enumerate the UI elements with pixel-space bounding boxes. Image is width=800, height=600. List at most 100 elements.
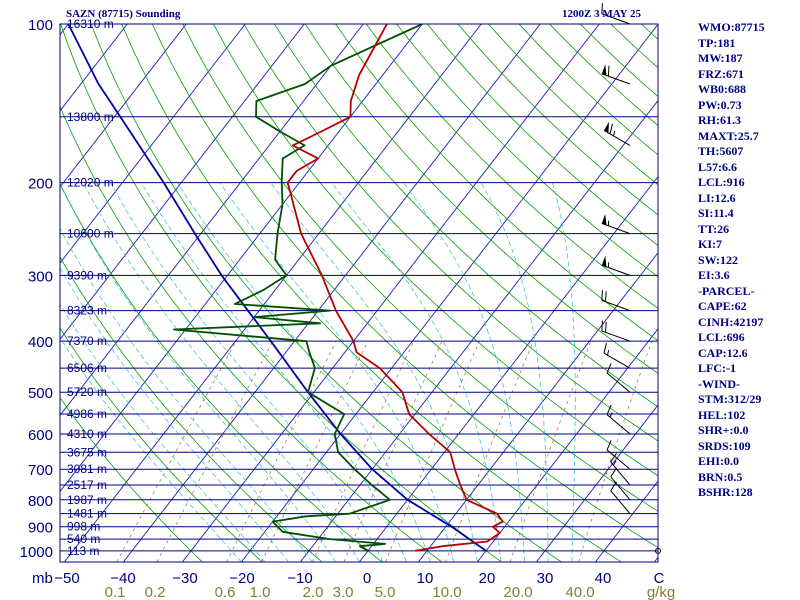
moist-adiabat-line: [60, 227, 313, 562]
height-label: 5720 m: [67, 385, 107, 399]
mixing-ratio-label: 3.0: [333, 584, 354, 600]
temperature-tick-label: −10: [287, 570, 312, 587]
height-label: 6506 m: [67, 361, 107, 375]
isotherm-line: [417, 252, 658, 562]
stat-line: SRDS:109: [698, 438, 751, 453]
stat-line: EHI:0.0: [698, 454, 740, 468]
dry-adiabat-line: [60, 397, 203, 562]
mixing-ratio-line: [343, 341, 443, 562]
moist-adiabat-line: [82, 182, 360, 562]
stat-line: -WIND-: [698, 376, 740, 391]
isotherm-line: [181, 24, 600, 562]
dry-adiabat-line: [304, 24, 658, 374]
mixing-ratio-label: 0.6: [215, 584, 236, 600]
barb-shaft: [601, 13, 631, 25]
dry-adiabat-line: [243, 24, 658, 442]
mixing-ratio-label: 10.0: [432, 584, 461, 600]
height-label: 540 m: [67, 532, 100, 546]
mixing-ratio-line: [261, 341, 369, 562]
moist-adiabat-line: [270, 182, 478, 562]
stat-line: SI:11.4: [698, 206, 734, 220]
temperature-tick-label: 20: [479, 570, 496, 587]
wind-barb: [601, 289, 631, 312]
wind-barb: [610, 481, 631, 514]
isotherm-line: [358, 175, 658, 562]
barb-pennant: [601, 64, 607, 76]
mixing-ratio-label: 2.0: [303, 584, 324, 600]
isotherm-line: [63, 24, 482, 562]
moist-adiabat-line: [60, 183, 337, 562]
moist-adiabat-line: [60, 303, 266, 562]
moist-adiabat-line: [60, 267, 289, 562]
wind-barb: [606, 363, 631, 393]
height-label: 4986 m: [67, 407, 107, 421]
temperature-tick-label: C: [654, 570, 665, 587]
stat-line: LCL:696: [698, 330, 745, 344]
barb-shaft: [601, 222, 631, 235]
dry-adiabat-line: [121, 24, 622, 562]
wind-barb: [601, 64, 631, 85]
pressure-tick-label: 300: [28, 268, 53, 285]
temperature-tick-label: 0: [363, 570, 371, 587]
height-label: 998 m: [67, 520, 100, 534]
moist-adiabat-line: [141, 182, 407, 562]
isotherm-line: [535, 404, 658, 562]
pressure-tick-label: 600: [28, 427, 53, 444]
pressure-tick-label: 1000: [20, 544, 53, 561]
dewpoint-line: [172, 24, 423, 552]
barb-flag: [610, 481, 617, 491]
barb-shaft: [603, 352, 631, 369]
mixing-ratio-label: 20.0: [503, 584, 532, 600]
stat-line: SW:122: [698, 252, 739, 267]
barb-flag: [601, 320, 603, 331]
dry-adiabat-line: [60, 327, 263, 562]
station-title: SAZN (87715) Sounding: [66, 8, 181, 20]
barb-shaft: [606, 414, 631, 435]
barb-flag: [610, 453, 617, 463]
barb-shaft: [601, 73, 631, 85]
isotherm-line: [60, 24, 187, 188]
profiles: [67, 24, 504, 552]
barb-shaft: [610, 476, 631, 501]
dry-adiabat-line: [60, 256, 323, 562]
wind-barb: [601, 320, 631, 342]
temperature-tick-label: −30: [172, 570, 197, 587]
mixing-ratio-line: [509, 341, 592, 562]
wind-barb: [603, 342, 631, 369]
wind-barb: [601, 3, 631, 25]
dry-adiabat-line: [60, 182, 383, 562]
isotherm-line: [60, 24, 246, 264]
stat-line: WB0:688: [698, 82, 746, 96]
height-label: 12020 m: [67, 176, 114, 190]
moist-adiabat-line: [60, 337, 242, 562]
mixing-ratio-line: [578, 341, 653, 562]
wind-barb: [610, 453, 631, 486]
height-label: 8323 m: [67, 304, 107, 318]
mixing-ratio-line: [385, 341, 480, 562]
barb-shaft: [606, 449, 631, 470]
barb-flag: [601, 289, 603, 301]
isotherm-line: [240, 24, 658, 562]
pressure-tick-label: 400: [28, 334, 53, 351]
stats-panel: WMO:87715 TP:181 MW:187 FRZ:671 WB0:688 PW:0.…: [698, 20, 798, 501]
pressure-tick-label: 800: [28, 493, 53, 510]
plot-frame: [59, 23, 659, 563]
stat-line: EI:3.6: [698, 268, 730, 282]
mixing-ratio-line: [226, 341, 337, 562]
stat-line: HEL:102: [698, 407, 746, 422]
barb-half-flag: [606, 349, 610, 356]
stat-line: LFC:-1: [698, 361, 736, 375]
axis-labels: 16310 m 13800 m 12020 m 10600 m 9390 m 8323 m…: [20, 17, 676, 600]
moist-adiabat-line: [219, 182, 455, 562]
stat-line: L57:6.6: [698, 159, 737, 174]
barb-half-flag: [609, 412, 613, 418]
temperature-tick-label: −20: [229, 570, 254, 587]
stat-line: MAXT:25.7: [698, 128, 759, 143]
parcel-line: [67, 24, 487, 552]
barb-shaft: [610, 490, 631, 514]
wind-barb: [603, 121, 631, 146]
barb-flag: [606, 404, 612, 415]
stat-line: KI:7: [698, 237, 722, 251]
temperature-tick-label: −40: [110, 570, 135, 587]
pressure-tick-label: 700: [28, 462, 53, 479]
